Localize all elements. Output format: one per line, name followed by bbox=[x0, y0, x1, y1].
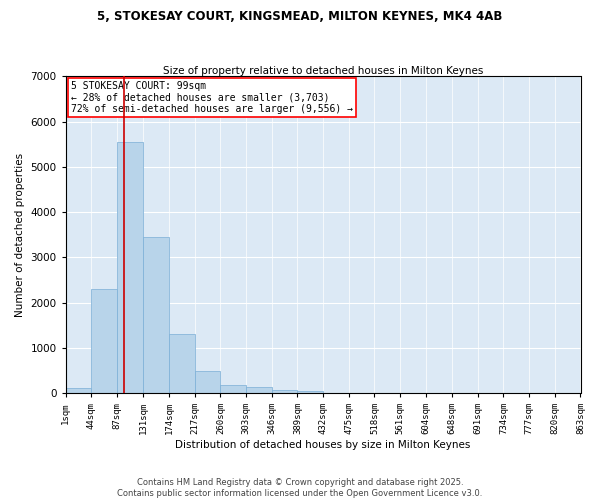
Bar bbox=[66, 388, 91, 393]
Bar bbox=[195, 370, 220, 393]
Title: Size of property relative to detached houses in Milton Keynes: Size of property relative to detached ho… bbox=[163, 66, 483, 76]
Y-axis label: Number of detached properties: Number of detached properties bbox=[15, 152, 25, 317]
Bar bbox=[220, 385, 246, 393]
Text: Contains HM Land Registry data © Crown copyright and database right 2025.
Contai: Contains HM Land Registry data © Crown c… bbox=[118, 478, 482, 498]
Bar bbox=[169, 334, 195, 393]
Bar bbox=[117, 142, 143, 393]
Bar bbox=[246, 388, 272, 393]
Text: 5, STOKESAY COURT, KINGSMEAD, MILTON KEYNES, MK4 4AB: 5, STOKESAY COURT, KINGSMEAD, MILTON KEY… bbox=[97, 10, 503, 23]
Bar bbox=[272, 390, 298, 393]
Text: 5 STOKESAY COURT: 99sqm
← 28% of detached houses are smaller (3,703)
72% of semi: 5 STOKESAY COURT: 99sqm ← 28% of detache… bbox=[71, 81, 353, 114]
Bar bbox=[298, 392, 323, 393]
Bar bbox=[143, 237, 169, 393]
X-axis label: Distribution of detached houses by size in Milton Keynes: Distribution of detached houses by size … bbox=[175, 440, 471, 450]
Bar bbox=[91, 289, 117, 393]
